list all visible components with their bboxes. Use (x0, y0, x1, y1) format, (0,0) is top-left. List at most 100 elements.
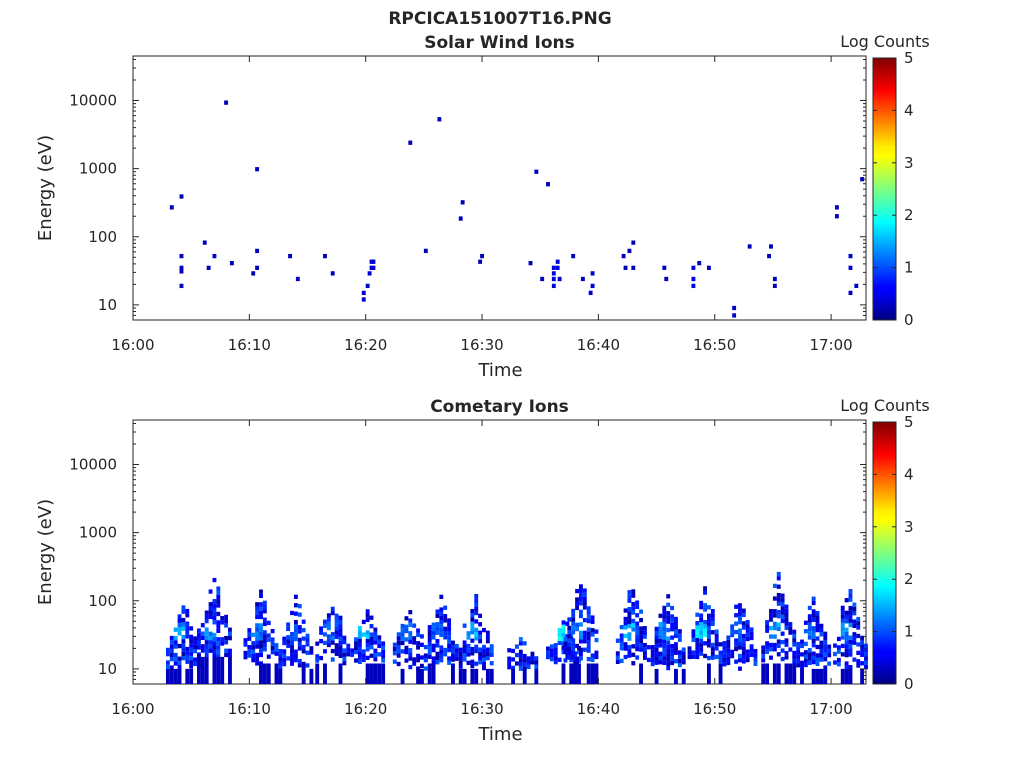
data-cell (369, 653, 374, 658)
data-cell (204, 635, 209, 641)
data-cell (681, 651, 686, 656)
data-cell (827, 648, 832, 654)
data-cell (738, 653, 742, 659)
data-cell (745, 657, 750, 663)
panel-title: Cometary Ions (430, 397, 569, 417)
data-cell (811, 659, 816, 665)
data-cell (699, 626, 704, 631)
data-cell (216, 603, 221, 608)
data-cell (212, 603, 217, 608)
data-cell (549, 644, 554, 649)
data-cell (431, 626, 436, 632)
data-cell (864, 660, 868, 665)
data-cell (338, 663, 343, 684)
data-cell (703, 632, 707, 638)
data-cell (530, 655, 535, 661)
data-cell (563, 658, 568, 663)
data-cell (361, 297, 366, 302)
data-cell (703, 603, 707, 608)
data-cell (361, 649, 366, 654)
data-cell (416, 653, 420, 659)
data-cell (745, 649, 750, 654)
data-cell (780, 601, 785, 607)
data-cell (590, 615, 595, 620)
data-cell (458, 656, 463, 661)
data-cell (765, 645, 770, 650)
data-cell (674, 646, 678, 651)
data-cell (784, 608, 789, 614)
data-cell (451, 649, 455, 654)
data-cell (803, 641, 808, 647)
data-cell (579, 651, 583, 657)
data-cell (844, 614, 849, 620)
data-cell (639, 617, 643, 623)
data-cell (305, 637, 310, 643)
data-cell (579, 647, 583, 652)
data-cell (780, 648, 785, 653)
data-cell (288, 253, 293, 259)
data-cell (369, 645, 374, 650)
data-cell (447, 622, 452, 627)
data-cell (674, 642, 678, 647)
data-cell (185, 630, 190, 635)
data-cell (788, 622, 793, 627)
data-cell (315, 658, 320, 663)
data-cell (635, 642, 640, 647)
data-cell (212, 653, 217, 659)
data-cell (567, 642, 572, 647)
data-cell (408, 664, 413, 670)
data-cell (290, 657, 294, 662)
data-cell (567, 655, 572, 660)
data-cell (462, 644, 467, 649)
data-cell (840, 643, 845, 649)
data-cell (864, 652, 868, 657)
x-tick-label: 16:20 (344, 700, 387, 718)
data-cell (551, 265, 556, 270)
data-cell (856, 663, 861, 668)
data-cell (575, 643, 580, 649)
data-cell (582, 588, 587, 593)
data-cell (350, 652, 355, 657)
data-cell (427, 629, 432, 634)
figure-title: RPCICA151007T16.PNG (388, 9, 611, 29)
data-cell (848, 622, 853, 628)
data-cell (216, 594, 221, 600)
data-cell (454, 656, 459, 661)
data-cell (670, 605, 675, 611)
data-cell (856, 625, 861, 630)
data-cell (631, 265, 636, 270)
data-cell (710, 651, 715, 656)
data-cell (726, 639, 731, 644)
data-cell (427, 625, 432, 630)
data-cell (546, 650, 550, 656)
data-cell (439, 632, 444, 638)
data-cell (642, 647, 647, 652)
data-cell (212, 656, 217, 684)
data-cell (726, 635, 731, 640)
data-cell (400, 632, 405, 637)
data-cell (860, 668, 865, 684)
y-tick-label: 10 (98, 660, 117, 678)
data-cell (549, 652, 554, 658)
data-cell (507, 665, 512, 670)
data-cell (761, 649, 766, 654)
data-cell (443, 630, 448, 636)
data-cell (216, 645, 221, 650)
data-cell (485, 647, 490, 652)
data-cell (772, 596, 777, 601)
data-cell (561, 633, 566, 638)
data-cell (282, 640, 287, 646)
data-cell (427, 641, 432, 647)
data-cell (208, 606, 213, 611)
x-tick-label: 16:30 (460, 700, 503, 718)
data-cell (792, 650, 797, 656)
data-cell (864, 643, 868, 648)
data-cell (836, 645, 841, 650)
data-cell (330, 271, 335, 276)
data-cell (515, 644, 519, 649)
data-cell (631, 644, 636, 649)
data-cell (741, 646, 746, 651)
data-cell (216, 620, 221, 625)
